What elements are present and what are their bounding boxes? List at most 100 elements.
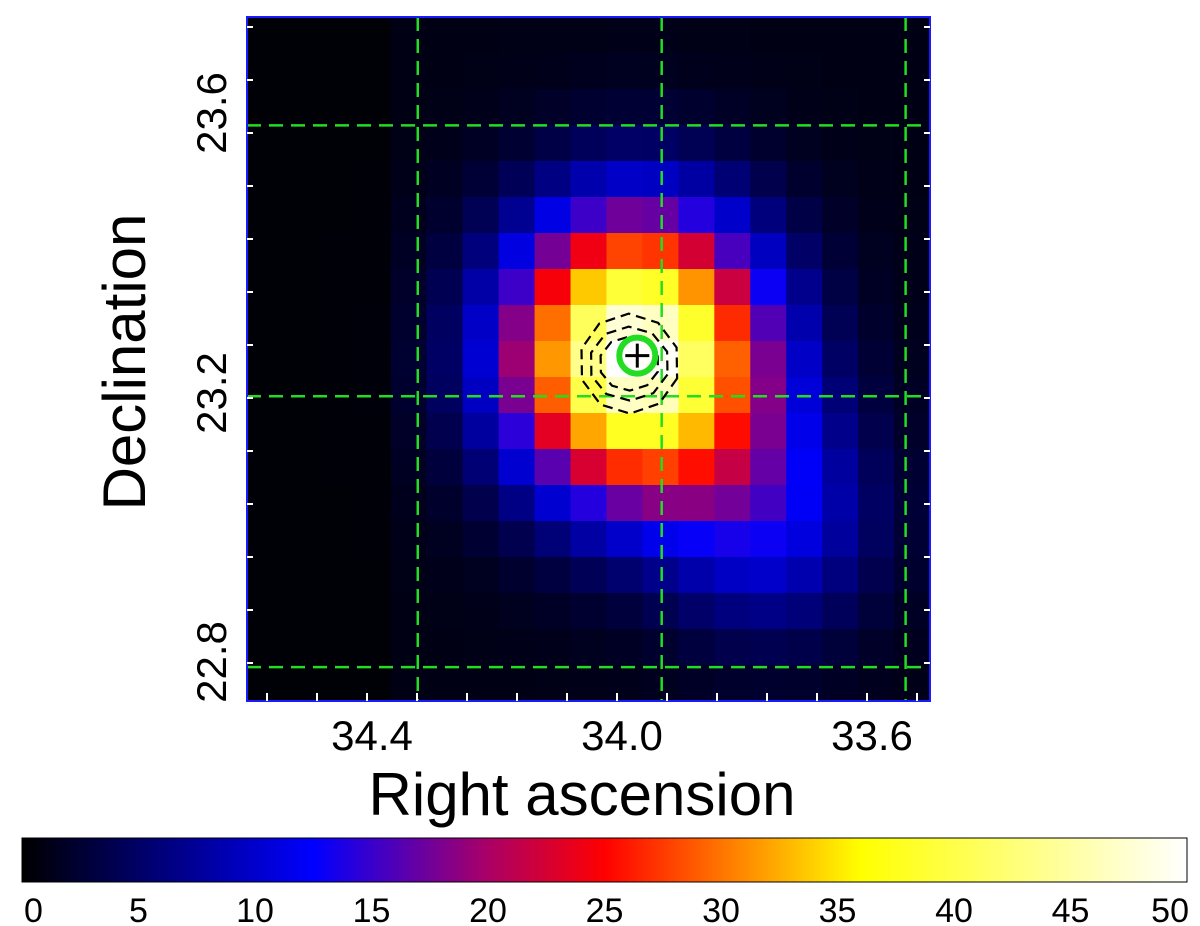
heatmap-cell bbox=[534, 305, 572, 342]
y-tick-label: 23.2 bbox=[188, 352, 235, 434]
heatmap-cell bbox=[822, 305, 859, 342]
heatmap-cell bbox=[750, 53, 787, 90]
heatmap-cell bbox=[858, 89, 895, 126]
heatmap-cell bbox=[282, 449, 320, 486]
heatmap-cell bbox=[822, 413, 859, 450]
heatmap-cell bbox=[894, 557, 930, 594]
heatmap-cell bbox=[498, 305, 536, 342]
heatmap-cell bbox=[786, 629, 823, 666]
heatmap-cell bbox=[750, 89, 787, 126]
colorbar-tick-label: 30 bbox=[702, 892, 740, 926]
x-tick-label: 34.4 bbox=[331, 712, 413, 759]
heatmap-cell bbox=[318, 125, 356, 162]
heatmap-cell bbox=[858, 161, 895, 198]
heatmap-cell bbox=[247, 521, 284, 558]
heatmap-cell bbox=[678, 521, 715, 558]
heatmap-cell bbox=[606, 629, 644, 666]
heatmap-cell bbox=[606, 197, 644, 234]
heatmap-cell bbox=[462, 233, 500, 270]
heatmap-cell bbox=[786, 557, 823, 594]
heatmap-cell bbox=[390, 305, 428, 342]
heatmap-cell bbox=[822, 449, 859, 486]
heatmap-cell bbox=[354, 269, 392, 306]
heatmap-cell bbox=[498, 341, 536, 378]
heatmap-cell bbox=[678, 197, 715, 234]
colorbar-tick-label: 50 bbox=[1151, 892, 1189, 926]
heatmap-cell bbox=[786, 89, 823, 126]
heatmap-cell bbox=[426, 341, 464, 378]
heatmap-cell bbox=[750, 521, 787, 558]
heatmap-cell bbox=[498, 593, 536, 630]
heatmap-cell bbox=[354, 341, 392, 378]
heatmap-cell bbox=[318, 521, 356, 558]
heatmap-cell bbox=[462, 485, 500, 522]
y-tick-label: 23.6 bbox=[188, 72, 235, 154]
heatmap-cell bbox=[786, 485, 823, 522]
heatmap-cell bbox=[570, 17, 608, 54]
heatmap-cell bbox=[750, 269, 787, 306]
coordinate-grid bbox=[247, 17, 930, 701]
heatmap-cell bbox=[786, 341, 823, 378]
heatmap-cell bbox=[318, 485, 356, 522]
heatmap-cell bbox=[247, 629, 284, 666]
colorbar bbox=[21, 837, 1188, 883]
heatmap-cell bbox=[822, 161, 859, 198]
heatmap-cell bbox=[318, 233, 356, 270]
heatmap-cell bbox=[858, 665, 895, 701]
colorbar-tick-label: 40 bbox=[935, 892, 973, 926]
heatmap-cell bbox=[498, 557, 536, 594]
heatmap-cell bbox=[534, 629, 572, 666]
heatmap-cell bbox=[354, 593, 392, 630]
heatmap-cell bbox=[858, 629, 895, 666]
heatmap-cell bbox=[462, 413, 500, 450]
heatmap-cell bbox=[858, 485, 895, 522]
heatmap-cell bbox=[318, 449, 356, 486]
tick-marks bbox=[247, 26, 930, 717]
heatmap-cell bbox=[282, 125, 320, 162]
heatmap-cell bbox=[390, 665, 428, 701]
heatmap-cell bbox=[426, 557, 464, 594]
heatmap-cell bbox=[894, 449, 930, 486]
colorbar-tick-label: 0 bbox=[24, 892, 43, 926]
heatmap-cell bbox=[894, 341, 930, 378]
colorbar-tick-label: 10 bbox=[236, 892, 274, 926]
heatmap-cell bbox=[318, 17, 356, 54]
heatmap-cell bbox=[750, 557, 787, 594]
heatmap-cell bbox=[462, 449, 500, 486]
heatmap-cell bbox=[858, 557, 895, 594]
heatmap-cell bbox=[570, 233, 608, 270]
heatmap-cell bbox=[462, 269, 500, 306]
heatmap-cell bbox=[858, 593, 895, 630]
heatmap-cell bbox=[354, 233, 392, 270]
heatmap-cell bbox=[282, 593, 320, 630]
heatmap-cell bbox=[247, 485, 284, 522]
heatmap-cell bbox=[606, 593, 644, 630]
heatmap-cell bbox=[462, 665, 500, 701]
heatmap-cell bbox=[606, 413, 644, 450]
heatmap-cell bbox=[534, 269, 572, 306]
heatmap-cell bbox=[318, 161, 356, 198]
x-tick-labels: 34.4 34.0 33.6 bbox=[331, 712, 913, 759]
plot-frame bbox=[246, 16, 931, 702]
heatmap-cell bbox=[570, 557, 608, 594]
heatmap-cell bbox=[678, 413, 715, 450]
heatmap-cell bbox=[462, 557, 500, 594]
heatmap-cell bbox=[570, 305, 608, 342]
heatmap-cell bbox=[390, 593, 428, 630]
heatmap-cell bbox=[247, 665, 284, 701]
heatmap-cell bbox=[858, 413, 895, 450]
heatmap-cell bbox=[822, 629, 859, 666]
heatmap-cell bbox=[606, 485, 644, 522]
heatmap-cell bbox=[822, 17, 859, 54]
heatmap-cell bbox=[678, 665, 715, 701]
heatmap-cell bbox=[390, 629, 428, 666]
heatmap-cell bbox=[247, 305, 284, 342]
heatmap-cell bbox=[750, 449, 787, 486]
heatmap-cell bbox=[786, 53, 823, 90]
heatmap-cell bbox=[750, 17, 787, 54]
heatmap-cell bbox=[282, 485, 320, 522]
heatmap-cell bbox=[606, 233, 644, 270]
heatmap-cell bbox=[606, 269, 644, 306]
heatmap-cell bbox=[714, 125, 751, 162]
heatmap-cell bbox=[390, 341, 428, 378]
